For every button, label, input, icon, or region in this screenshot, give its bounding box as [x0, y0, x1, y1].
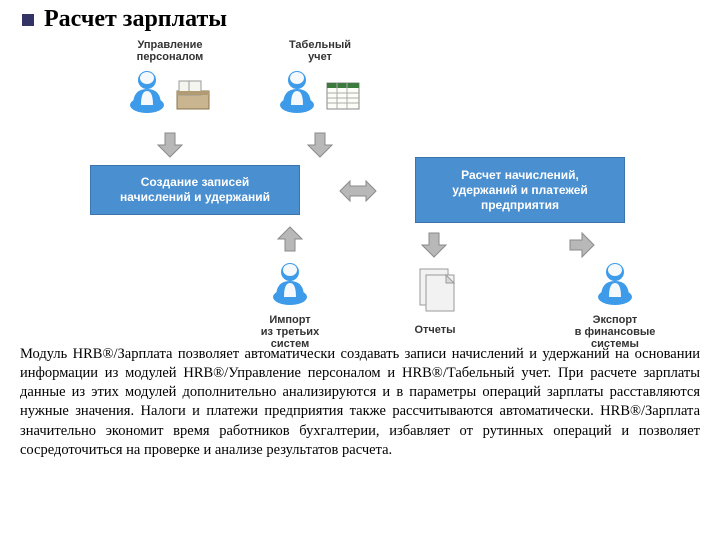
arrow-right-export: [568, 231, 596, 259]
arrow-down-reports: [420, 231, 448, 259]
arrow-hboth-middle: [338, 177, 378, 205]
person-icon: [127, 67, 167, 118]
bottom-label-export: Экспортв финансовыесистемы: [540, 314, 690, 350]
cardbox-icon: [173, 77, 213, 118]
arrow-up-import: [276, 225, 304, 253]
page-title: Расчет зарплаты: [44, 6, 227, 33]
bottom-label-reports: Отчеты: [380, 324, 490, 336]
bottom-block-export: Экспортв финансовыесистемы: [540, 259, 690, 350]
top-block-personnel: Управлениеперсоналом: [100, 39, 240, 118]
top-label-timesheet: Табельныйучет: [250, 39, 390, 63]
person-icon: [277, 67, 317, 118]
box-create-records: Создание записейначислений и удержаний: [90, 165, 300, 215]
arrow-down-timesheet: [306, 131, 334, 159]
top-label-personnel: Управлениеперсоналом: [100, 39, 240, 63]
tablesheet-icon: [323, 77, 363, 118]
diagram-canvas: Управлениеперсоналом Табельныйучет: [20, 37, 700, 339]
description-paragraph: Модуль HRB®/Зарплата позволяет автоматич…: [0, 339, 720, 470]
pair-timesheet: [250, 67, 390, 118]
person-icon: [270, 292, 310, 309]
pair-personnel: [100, 67, 240, 118]
title-row: Расчет зарплаты: [0, 0, 720, 37]
person-icon: [595, 292, 635, 309]
documents-icon: [410, 302, 460, 319]
bullet-square: [22, 14, 34, 26]
bottom-block-import: Импортиз третьихсистем: [230, 259, 350, 350]
bottom-block-reports: Отчеты: [380, 265, 490, 336]
arrow-down-personnel: [156, 131, 184, 159]
bottom-label-import: Импортиз третьихсистем: [230, 314, 350, 350]
box-calc-payments: Расчет начислений,удержаний и платежейпр…: [415, 157, 625, 223]
top-block-timesheet: Табельныйучет: [250, 39, 390, 118]
